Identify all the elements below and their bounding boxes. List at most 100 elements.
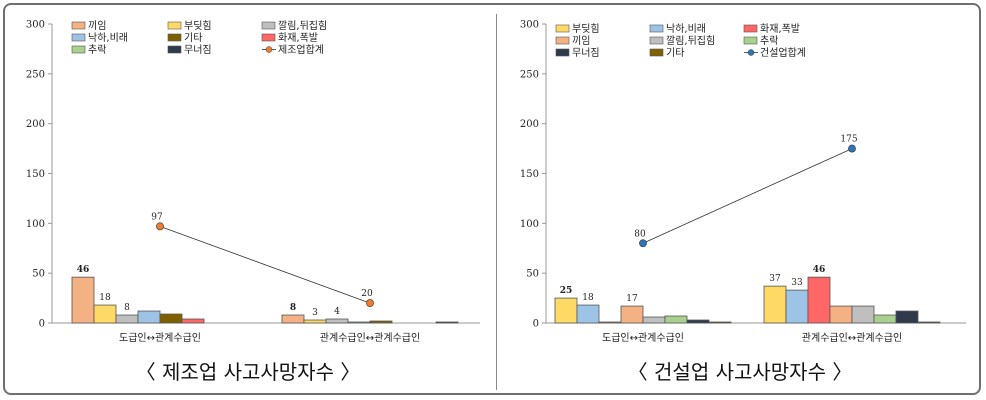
legend-label: 추락 [88,44,106,56]
bar-construction [829,305,853,324]
figure-frame [3,3,981,395]
bar-manufacturing [71,276,95,324]
legend-label: 제조업합계 [278,43,324,56]
y-tick-label: 200 [26,119,45,130]
legend-label: 화재,폭발 [760,23,800,35]
legend-swatch [167,21,182,30]
legend-swatch [743,24,758,33]
x-category-label: 도급인↔관계수급인 [602,332,684,344]
legend-label: 낙하,비래 [88,31,128,44]
legend-swatch [555,24,570,33]
bar-construction [664,315,688,324]
total-point [639,239,647,248]
legend-swatch [743,36,758,45]
y-tick-label: 100 [26,219,45,230]
chart-caption-manufacturing: 〈 제조업 사고사망자수 〉 [135,360,361,384]
bar-construction [873,314,897,324]
bar-manufacturing [303,319,327,324]
bar-construction [807,276,831,324]
y-tick-label: 200 [520,119,539,130]
legend-swatch [261,33,276,42]
bar-construction [554,297,578,324]
legend-marker [265,46,273,53]
legend-swatch [649,24,664,33]
bar-construction [917,321,941,324]
bar-manufacturing [137,310,161,324]
legend-swatch [555,48,570,57]
legend-swatch [167,33,182,42]
total-point [366,299,374,307]
bar-value-label: 17 [626,294,638,304]
bar-construction [576,304,600,324]
y-tick-label: 0 [533,319,539,330]
legend-label: 기타 [184,32,202,44]
bar-construction [851,305,875,324]
y-tick-label: 300 [520,20,539,31]
legend-label: 부딪힘 [184,20,212,32]
y-tick-label: 250 [520,69,539,80]
legend-swatch [71,21,86,30]
bar-manufacturing [435,321,459,324]
bar-value-label: 25 [560,286,573,296]
total-point [156,222,164,231]
x-category-label: 도급인↔관계수급인 [119,332,201,344]
legend-label: 무너짐 [184,44,212,56]
total-value-label: 20 [361,289,373,299]
legend-label: 끼임 [88,19,106,32]
legend-label: 낙하,비래 [666,22,706,35]
bar-construction [686,319,710,324]
bar-value-label: 3 [312,308,318,318]
legend-swatch [167,45,182,54]
legend-swatch [649,36,664,45]
legend-label: 화재,폭발 [278,32,318,44]
legend-marker [747,49,755,56]
legend-swatch [71,45,86,54]
bar-value-label: 33 [791,278,803,288]
total-value-label: 97 [151,212,163,222]
bar-value-label: 37 [769,274,781,284]
bar-manufacturing [281,314,305,324]
legend-swatch [555,36,570,45]
y-tick-label: 300 [26,20,45,31]
legend-label: 끼임 [572,34,590,47]
bar-manufacturing [347,321,371,324]
legend-label: 건설업합계 [760,46,806,59]
y-tick-label: 250 [26,69,45,80]
legend-label: 깔림,뒤집힘 [666,35,715,47]
total-point [848,144,856,153]
bar-manufacturing [181,318,205,324]
bar-manufacturing [325,318,349,324]
legend-label: 깔림,뒤집힘 [278,20,327,32]
legend-swatch [261,21,276,30]
legend-label: 부딪힘 [572,23,600,35]
y-tick-label: 150 [26,169,45,180]
bar-value-label: 18 [99,293,111,303]
bar-construction [785,289,809,324]
x-category-label: 관계수급인↔관계수급인 [802,332,902,344]
bar-manufacturing [93,304,117,324]
total-value-label: 175 [840,135,857,145]
total-value-label: 80 [634,229,646,239]
bar-construction [620,305,644,324]
bar-value-label: 8 [124,303,130,313]
bar-value-label: 46 [813,265,826,275]
y-tick-label: 50 [526,269,539,280]
bar-manufacturing [115,314,139,324]
bar-manufacturing [369,320,393,324]
legend-label: 무너짐 [572,47,600,59]
bar-construction [763,285,787,324]
bar-construction [642,316,666,324]
bar-value-label: 8 [290,303,296,313]
legend-swatch [71,33,86,42]
legend-label: 추락 [760,35,778,47]
total-line-manufacturing [159,225,371,304]
y-tick-label: 100 [520,219,539,230]
legend-swatch [649,48,664,57]
y-tick-label: 0 [39,319,45,330]
bar-manufacturing [159,313,183,324]
chart-caption-construction: 〈 건설업 사고사망자수 〉 [627,360,853,384]
bar-construction [598,321,622,324]
x-category-label: 관계수급인↔관계수급인 [320,332,420,344]
bar-value-label: 18 [582,293,594,303]
